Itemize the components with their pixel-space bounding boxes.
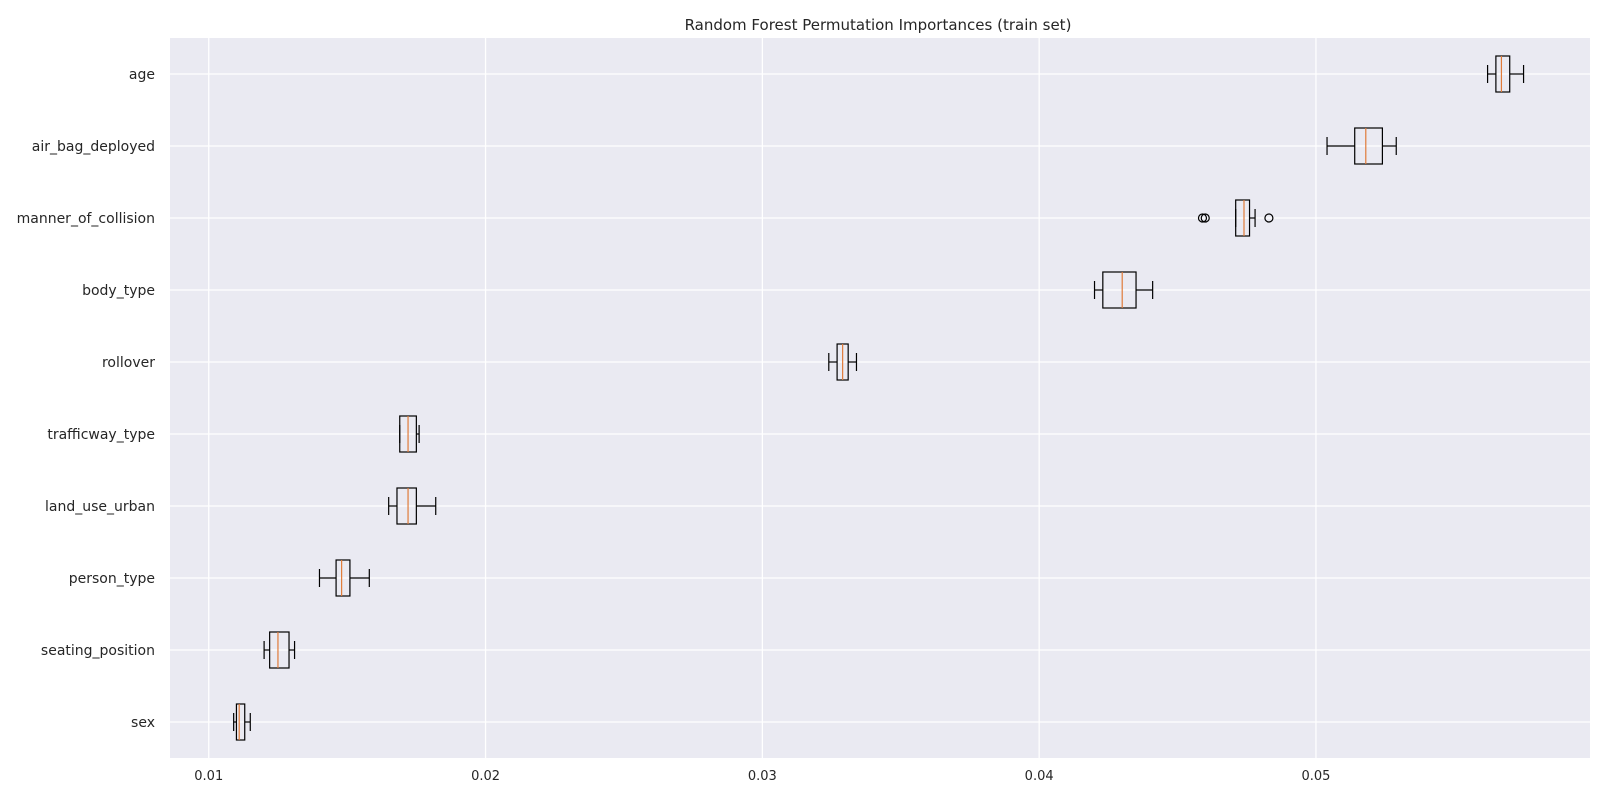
iqr-box — [1102, 271, 1137, 309]
y-tick-label: person_type — [69, 571, 155, 587]
y-tick-label: sex — [131, 715, 155, 731]
boxes — [233, 55, 1525, 741]
iqr-box — [335, 559, 351, 597]
x-tick-label: 0.04 — [1025, 769, 1054, 784]
box-rollover — [828, 343, 858, 381]
x-tick-label: 0.05 — [1301, 769, 1330, 784]
y-tick-label: rollover — [102, 355, 155, 371]
y-tick-label: land_use_urban — [45, 499, 155, 515]
grid-lines — [170, 38, 1590, 758]
x-tick-label: 0.03 — [748, 769, 777, 784]
iqr-box — [269, 631, 290, 669]
y-tick-label: body_type — [82, 283, 155, 299]
flier-point — [1197, 213, 1208, 223]
x-tick-labels: 0.01 0.02 0.03 0.04 0.05 — [194, 769, 1330, 784]
plot-area — [170, 38, 1590, 758]
y-tick-label: age — [129, 67, 155, 83]
x-tick-label: 0.02 — [471, 769, 500, 784]
box-age — [1486, 55, 1525, 93]
y-tick-label: seating_position — [41, 643, 155, 659]
x-tick-label: 0.01 — [194, 769, 223, 784]
box-sex — [233, 703, 251, 741]
box-land_use_urban — [388, 487, 437, 525]
box-body_type — [1093, 271, 1154, 309]
y-tick-labels: age air_bag_deployed manner_of_collisionbo… — [17, 67, 156, 731]
box-trafficway_type — [399, 415, 420, 453]
iqr-box — [1235, 199, 1251, 237]
flier-point — [1264, 213, 1274, 223]
box-seating_position — [263, 631, 296, 669]
y-tick-label: manner_of_collision — [17, 211, 155, 227]
y-tick-label: trafficway_type — [47, 427, 155, 443]
chart-title: Random Forest Permutation Importances (t… — [685, 16, 1072, 34]
iqr-box — [396, 487, 417, 525]
iqr-box — [235, 703, 246, 741]
iqr-box — [1495, 55, 1511, 93]
box-person_type — [318, 559, 370, 597]
y-tick-label: air_bag_deployed — [32, 139, 155, 155]
iqr-box — [1354, 127, 1383, 165]
box-air_bag_deployed — [1326, 127, 1397, 165]
box-manner_of_collision — [1197, 199, 1274, 237]
flier-point — [1200, 213, 1210, 223]
